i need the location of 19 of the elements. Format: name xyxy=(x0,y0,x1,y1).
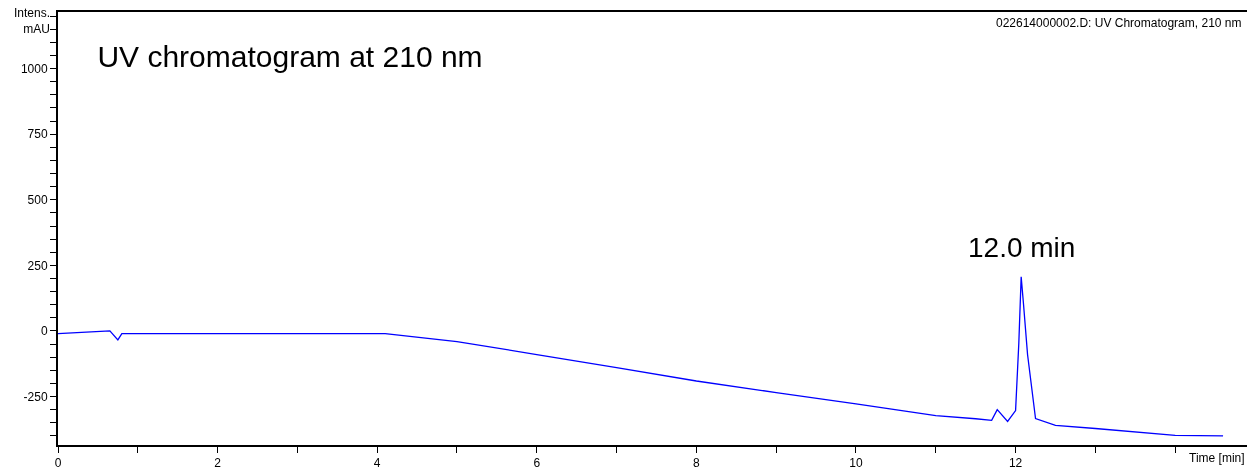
y-tick-label: 500 xyxy=(27,192,48,207)
annotation: 022614000002.D: UV Chromatogram, 210 nm xyxy=(996,16,1242,30)
x-tick-label: 2 xyxy=(214,456,222,471)
y-tick-label: 0 xyxy=(40,324,48,339)
x-tick-label: 4 xyxy=(373,456,381,471)
y-tick-label: 750 xyxy=(27,127,48,142)
x-axis-title: Time [min] xyxy=(1189,451,1245,465)
x-tick-label: 8 xyxy=(693,456,701,471)
y-axis-title: Intens. mAU xyxy=(14,6,51,36)
x-tick-label: 0 xyxy=(54,456,62,471)
y-tick-label: 250 xyxy=(27,258,48,273)
text: UV chromatogram at 210 nm xyxy=(97,40,483,74)
y-tick-label: 1000 xyxy=(20,61,48,76)
x-tick-label: 6 xyxy=(533,456,541,471)
annotation: 12.0 min xyxy=(968,232,1076,263)
x-tick-label: 12 xyxy=(1008,456,1023,471)
x-tick-label: 10 xyxy=(849,456,863,471)
line-series xyxy=(58,276,1224,437)
y-tick-label: -250 xyxy=(23,389,48,404)
